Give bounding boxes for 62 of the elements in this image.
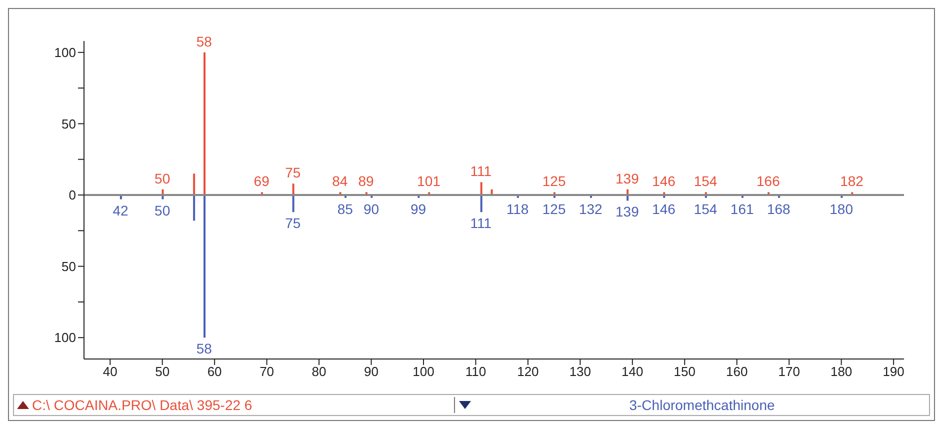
annotation: 180 — [830, 200, 854, 217]
annotation: 132 — [578, 200, 603, 217]
y-tick-label: 50 — [62, 258, 76, 274]
y-tick-label: 100 — [54, 45, 76, 60]
annotation: 89 — [358, 173, 374, 190]
x-tick-label: 50 — [155, 364, 170, 380]
annotation: 166 — [756, 173, 780, 190]
annotation: 69 — [254, 173, 270, 190]
x-tick-label: 80 — [312, 364, 326, 380]
annotation: 50 — [154, 202, 170, 218]
y-tick-label: 0 — [68, 188, 76, 203]
annotation: 146 — [652, 200, 676, 217]
bar — [204, 195, 206, 338]
y-tick-label: 100 — [54, 330, 76, 346]
annotation: 154 — [694, 173, 718, 190]
text: C:\ COCAINA.PRO\ Data\ 395-22 6 — [32, 397, 252, 413]
bar — [480, 182, 482, 196]
annotation: 84 — [332, 173, 348, 190]
annotation: 99 — [410, 200, 426, 217]
annotation: 182 — [840, 173, 864, 190]
annotation: 58 — [196, 33, 212, 50]
x-tick-label: 40 — [102, 364, 118, 380]
x-tick-label: 180 — [830, 364, 852, 380]
x-tick-label: 100 — [412, 364, 434, 380]
annotation: 125 — [542, 173, 566, 190]
annotation: 58 — [196, 340, 212, 357]
annotation: 75 — [285, 215, 301, 232]
annotation: 90 — [363, 200, 380, 217]
annotation: 161 — [730, 200, 754, 217]
annotation: 125 — [542, 200, 566, 217]
annotation: 139 — [616, 170, 640, 186]
annotation: 154 — [694, 200, 718, 217]
x-tick-label: 150 — [674, 364, 696, 380]
x-tick-label: 160 — [726, 364, 748, 380]
bar — [480, 195, 482, 212]
bar — [292, 184, 294, 196]
x-tick-label: 130 — [569, 364, 592, 380]
annotation: 42 — [112, 202, 129, 218]
y-tick-label: 50 — [62, 116, 76, 132]
annotation: 101 — [417, 173, 441, 190]
x-tick-label: 170 — [778, 364, 800, 380]
annotation: 50 — [154, 170, 170, 186]
annotation: 85 — [337, 200, 354, 217]
annotation: 111 — [470, 215, 492, 232]
annotation: 139 — [616, 204, 640, 220]
bar — [204, 52, 206, 196]
annotation: 75 — [285, 164, 301, 181]
x-tick-label: 120 — [517, 364, 539, 380]
x-tick-label: 110 — [465, 364, 486, 380]
annotation: 118 — [506, 200, 529, 217]
bar — [193, 174, 196, 196]
bar — [193, 195, 196, 221]
text: 3-Chloromethcathinone — [628, 397, 776, 413]
annotation: 168 — [766, 200, 791, 217]
x-tick-label: 140 — [622, 364, 644, 380]
annotation: 146 — [652, 173, 676, 190]
x-tick-label: 90 — [364, 364, 378, 380]
annotation: 111 — [470, 163, 492, 180]
x-tick-label: 190 — [882, 364, 904, 380]
x-tick-label: 60 — [207, 364, 222, 380]
bar — [292, 195, 294, 212]
x-tick-label: 70 — [260, 364, 274, 380]
